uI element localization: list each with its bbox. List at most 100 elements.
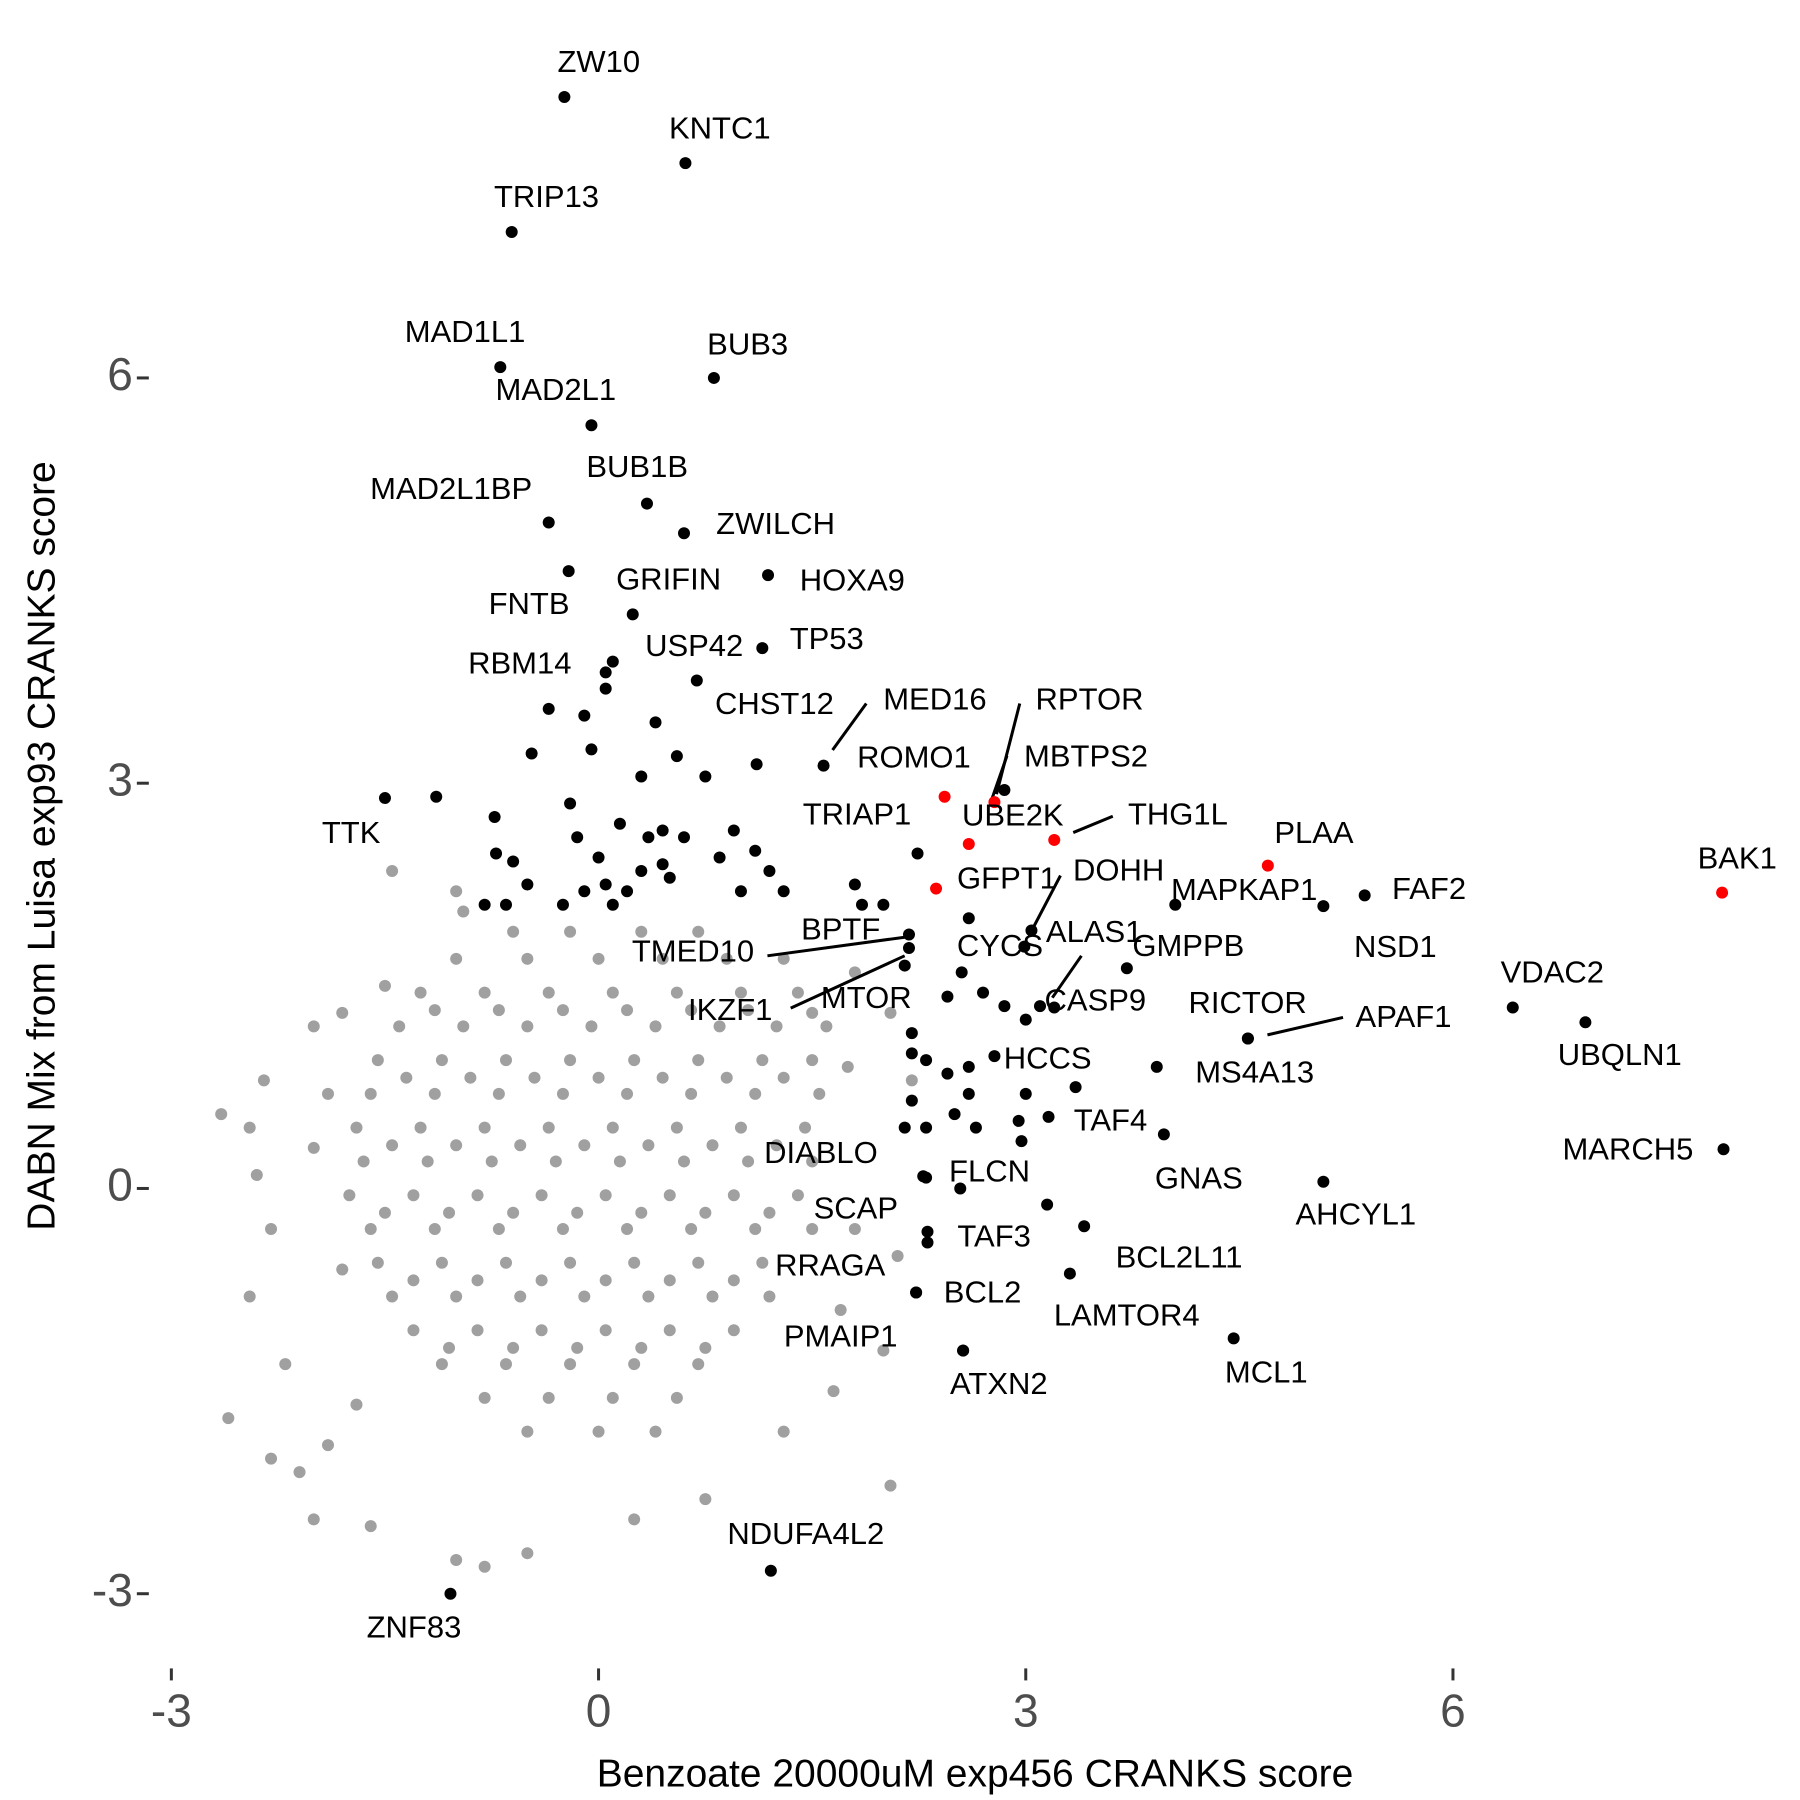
point-label: AHCYL1	[1296, 1196, 1417, 1231]
point	[521, 1425, 534, 1438]
point	[955, 966, 968, 979]
point	[514, 1290, 527, 1303]
point	[663, 1274, 676, 1287]
point	[279, 1358, 292, 1371]
point	[1157, 1128, 1170, 1141]
point	[350, 1398, 363, 1411]
point-label: TRIAP1	[803, 796, 912, 831]
point	[902, 928, 915, 941]
point-label: DOHH	[1073, 852, 1164, 887]
point	[1579, 1016, 1592, 1029]
point	[806, 1222, 819, 1235]
point	[720, 1071, 733, 1084]
point-label: RICTOR	[1189, 985, 1307, 1020]
point-label: LAMTOR4	[1054, 1298, 1200, 1333]
point	[564, 1256, 577, 1269]
point	[450, 1139, 463, 1152]
point	[549, 1155, 562, 1168]
point	[542, 702, 555, 715]
point	[628, 1054, 641, 1067]
point-label: RBM14	[468, 645, 571, 680]
point	[1261, 859, 1274, 872]
point	[450, 1553, 463, 1566]
point	[848, 1222, 861, 1235]
point	[599, 1189, 612, 1202]
point	[386, 865, 399, 878]
point-label: BCL2	[944, 1274, 1022, 1309]
point	[556, 898, 569, 911]
point	[902, 942, 915, 955]
point	[756, 1256, 769, 1269]
y-axis-title: DABN Mix from Luisa exp93 CRANKS score	[20, 461, 63, 1230]
point	[500, 898, 512, 911]
point	[1358, 889, 1371, 902]
point	[606, 655, 619, 668]
point	[742, 1155, 755, 1168]
point	[542, 516, 555, 529]
point	[407, 1324, 420, 1337]
point	[257, 1074, 270, 1087]
point	[606, 986, 619, 999]
point	[621, 1222, 634, 1235]
label-connector	[1267, 1015, 1344, 1037]
point-label: TRIP13	[494, 179, 599, 214]
point	[749, 844, 762, 857]
point	[386, 1290, 399, 1303]
point	[670, 1391, 683, 1404]
point	[471, 1189, 484, 1202]
point	[1063, 1267, 1076, 1280]
point	[336, 1006, 349, 1019]
point	[1241, 1032, 1254, 1045]
point	[578, 1139, 591, 1152]
point	[905, 1047, 918, 1060]
point	[827, 1385, 840, 1398]
point-label: RRAGA	[775, 1248, 886, 1283]
point	[707, 371, 720, 384]
point	[663, 1324, 676, 1337]
point-label: MTOR	[821, 980, 912, 1015]
point	[1019, 1013, 1032, 1026]
point-label: APAF1	[1356, 999, 1452, 1034]
point	[977, 986, 990, 999]
point	[364, 1520, 377, 1533]
point	[542, 1391, 555, 1404]
point	[663, 1189, 676, 1202]
point-label: TP53	[790, 621, 864, 656]
point	[407, 1189, 420, 1202]
point-label: ZW10	[557, 44, 640, 79]
point-label: BAK1	[1698, 841, 1777, 876]
point	[621, 1004, 634, 1017]
point	[364, 1087, 377, 1100]
point	[613, 817, 626, 830]
point	[649, 1020, 662, 1033]
point	[500, 1358, 512, 1371]
point	[656, 858, 669, 871]
point	[571, 1341, 584, 1354]
point	[806, 1155, 819, 1168]
point	[243, 1290, 256, 1303]
point	[727, 824, 740, 837]
point	[564, 1358, 577, 1371]
point	[478, 986, 491, 999]
point	[606, 1391, 619, 1404]
point	[962, 1060, 975, 1073]
point-label: TAF3	[957, 1219, 1031, 1254]
point	[571, 831, 584, 844]
point	[488, 810, 501, 823]
point	[1012, 1114, 1025, 1127]
point	[848, 878, 861, 891]
point	[407, 1274, 420, 1287]
point	[670, 750, 683, 763]
point	[941, 1067, 954, 1080]
point-label: MAD1L1	[405, 314, 526, 349]
point	[720, 952, 733, 965]
point	[1717, 1143, 1730, 1156]
x-tick-label: 3	[1013, 1685, 1039, 1737]
point-label: MBTPS2	[1024, 738, 1148, 773]
point	[1227, 1332, 1240, 1345]
point	[350, 1121, 363, 1134]
point	[656, 1071, 669, 1084]
point-label: USP42	[645, 628, 743, 663]
label-connector	[995, 703, 1022, 795]
point	[941, 990, 954, 1003]
